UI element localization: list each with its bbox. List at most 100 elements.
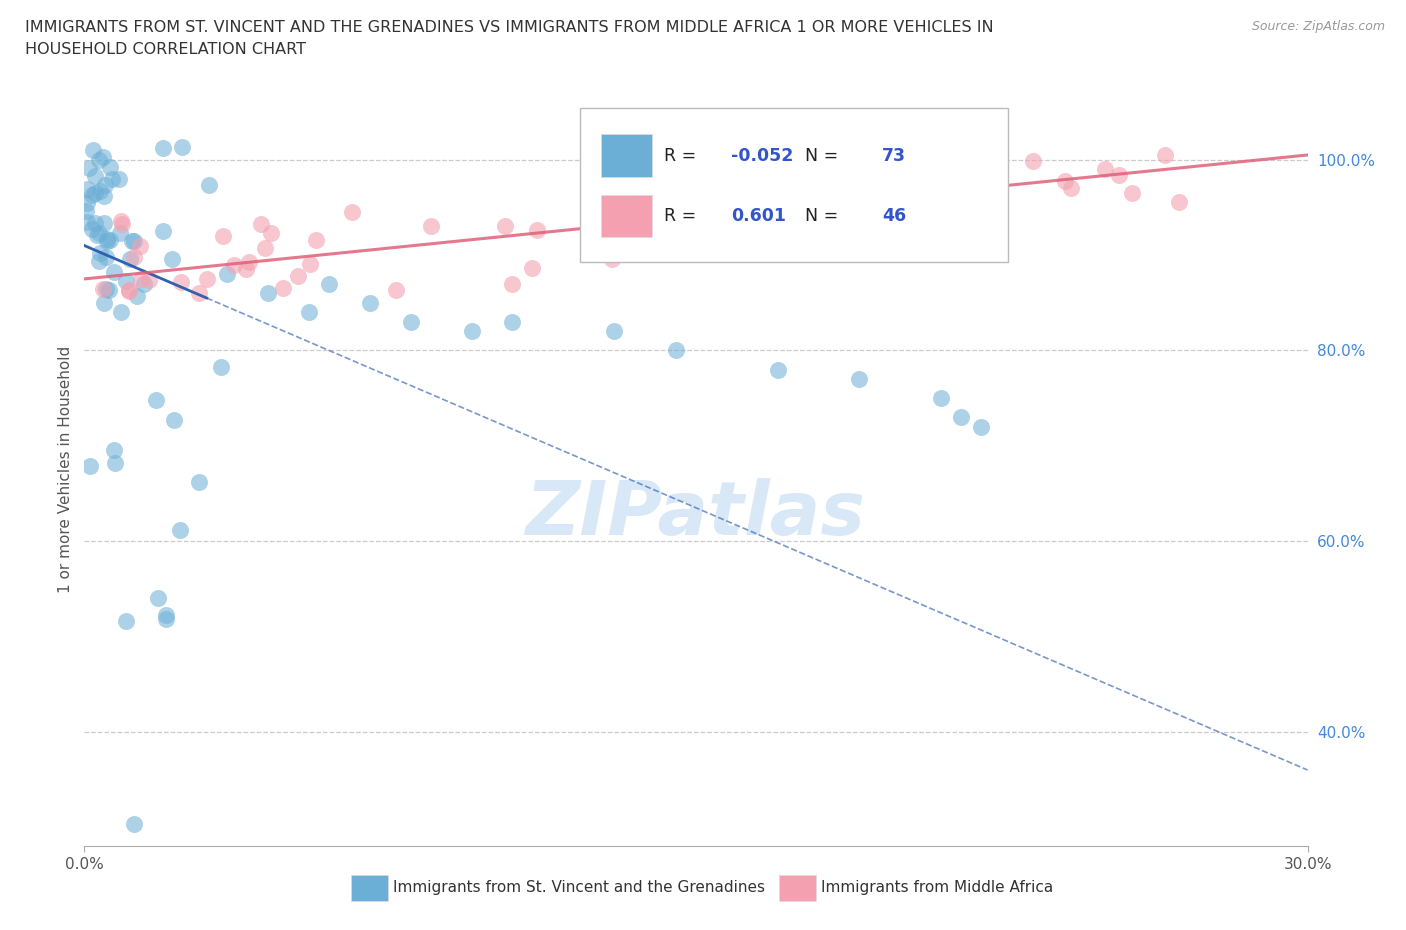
Point: [1060, 180, 1083, 195]
FancyBboxPatch shape: [779, 875, 815, 900]
Point: [110, 305, 132, 320]
Point: [502, 276, 524, 291]
Point: [93, 215, 115, 230]
Point: [89, 153, 111, 167]
Point: [118, 283, 141, 298]
Point: [318, 276, 340, 291]
Point: [96, 233, 118, 248]
Point: [103, 443, 125, 458]
Point: [253, 241, 276, 256]
Text: R =: R =: [664, 206, 696, 225]
Point: [399, 314, 422, 329]
Y-axis label: 1 or more Vehicles in Household: 1 or more Vehicles in Household: [58, 346, 73, 593]
Point: [502, 314, 524, 329]
Point: [91, 282, 114, 297]
Point: [169, 523, 191, 538]
Text: IMMIGRANTS FROM ST. VINCENT AND THE GRENADINES VS IMMIGRANTS FROM MIDDLE AFRICA : IMMIGRANTS FROM ST. VINCENT AND THE GREN…: [25, 20, 994, 35]
Point: [287, 268, 309, 283]
Point: [1167, 195, 1189, 210]
Point: [93, 189, 115, 204]
Point: [198, 178, 221, 193]
Point: [152, 224, 174, 239]
Text: -0.052: -0.052: [731, 147, 794, 165]
FancyBboxPatch shape: [600, 135, 652, 177]
Point: [80, 221, 103, 236]
Point: [520, 260, 543, 275]
Point: [600, 252, 623, 267]
Point: [101, 172, 124, 187]
Point: [110, 213, 132, 228]
Point: [665, 343, 688, 358]
Point: [155, 611, 177, 626]
Point: [224, 258, 246, 272]
Text: R =: R =: [664, 147, 696, 165]
Point: [209, 360, 232, 375]
Point: [420, 219, 443, 234]
Point: [94, 249, 117, 264]
FancyBboxPatch shape: [579, 108, 1008, 262]
Point: [212, 229, 235, 244]
Point: [75, 203, 97, 218]
Point: [152, 140, 174, 155]
Point: [121, 233, 143, 248]
Point: [298, 305, 321, 320]
FancyBboxPatch shape: [600, 194, 652, 237]
Point: [89, 253, 111, 268]
Point: [103, 264, 125, 279]
Point: [766, 362, 789, 377]
Point: [76, 215, 98, 230]
Point: [108, 171, 131, 186]
Point: [76, 181, 98, 196]
Point: [96, 282, 118, 297]
Point: [98, 232, 121, 247]
Point: [94, 178, 117, 193]
Text: N =: N =: [804, 147, 838, 165]
Text: Source: ZipAtlas.com: Source: ZipAtlas.com: [1251, 20, 1385, 33]
Point: [385, 283, 408, 298]
Point: [970, 419, 993, 434]
Point: [969, 201, 991, 216]
Point: [91, 150, 114, 165]
Point: [187, 474, 209, 489]
Text: Immigrants from St. Vincent and the Grenadines: Immigrants from St. Vincent and the Gren…: [392, 880, 765, 896]
Point: [880, 156, 903, 171]
Text: 0.601: 0.601: [731, 206, 786, 225]
Point: [1054, 174, 1077, 189]
Point: [82, 142, 104, 157]
Text: 46: 46: [882, 206, 905, 225]
Point: [359, 296, 381, 311]
Point: [170, 274, 193, 289]
Point: [652, 191, 675, 206]
Point: [118, 252, 141, 267]
Point: [526, 223, 548, 238]
Point: [187, 286, 209, 300]
Point: [83, 168, 105, 183]
Point: [342, 204, 364, 219]
Point: [217, 267, 239, 282]
Point: [76, 196, 98, 211]
Text: 73: 73: [882, 147, 905, 165]
Point: [238, 255, 260, 270]
Point: [89, 246, 111, 260]
Point: [79, 458, 101, 473]
Point: [146, 591, 169, 605]
Point: [84, 185, 107, 200]
Point: [122, 817, 145, 831]
Point: [111, 217, 134, 232]
Point: [127, 289, 149, 304]
Point: [824, 195, 846, 210]
Text: HOUSEHOLD CORRELATION CHART: HOUSEHOLD CORRELATION CHART: [25, 42, 307, 57]
Point: [235, 261, 257, 276]
Point: [138, 273, 160, 288]
Point: [172, 140, 194, 154]
Point: [195, 272, 218, 286]
Point: [96, 232, 118, 246]
Point: [1094, 162, 1116, 177]
Point: [110, 225, 132, 240]
Point: [929, 391, 952, 405]
Point: [128, 239, 150, 254]
Point: [494, 219, 516, 233]
Point: [129, 272, 152, 286]
Point: [807, 189, 830, 204]
FancyBboxPatch shape: [352, 875, 388, 900]
